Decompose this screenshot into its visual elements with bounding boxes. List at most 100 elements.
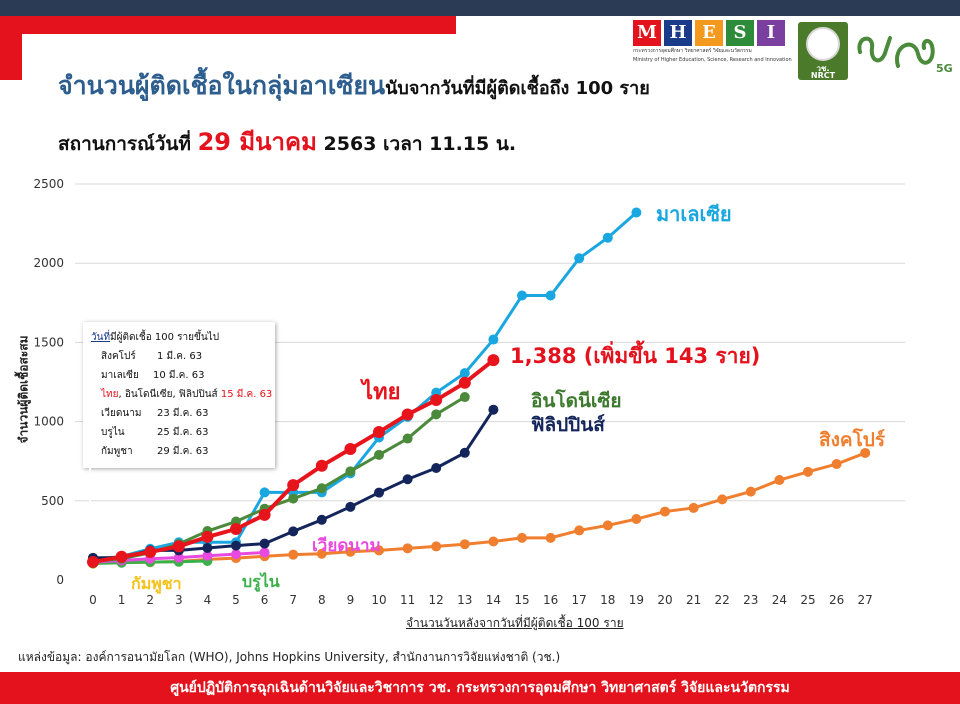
data-point xyxy=(431,409,442,420)
data-point xyxy=(373,426,385,439)
data-point xyxy=(402,433,413,444)
data-point xyxy=(259,547,270,558)
data-point xyxy=(431,541,442,552)
data-point xyxy=(202,550,213,561)
thailand-total-annotation: 1,388 (เพิ่มขึ้น 143 ราย) xyxy=(510,340,760,373)
data-point xyxy=(87,555,99,568)
x-tick-label: 25 xyxy=(800,593,815,607)
data-point xyxy=(459,392,470,403)
data-point xyxy=(602,232,613,243)
5g-label: 5G xyxy=(936,62,952,75)
data-point xyxy=(517,290,527,301)
series-label-indonesia: อินโดนีเซีย xyxy=(531,390,622,412)
x-tick-label: 6 xyxy=(261,593,269,607)
infobox-row-label: สิงคโปร์ xyxy=(101,351,136,362)
5g-logo-icon: 5G xyxy=(857,36,953,75)
situation-prefix: สถานการณ์วันที่ xyxy=(58,133,191,155)
mhesi-letter: M xyxy=(633,20,661,46)
data-point xyxy=(374,545,384,556)
infobox-row-date: 23 มี.ค. 63 xyxy=(157,408,209,419)
data-point xyxy=(517,532,527,543)
data-point xyxy=(487,354,500,367)
y-tick-label: 0 xyxy=(56,573,64,587)
x-tick-label: 22 xyxy=(715,593,730,607)
data-point xyxy=(574,253,585,264)
y-tick-label: 2000 xyxy=(33,256,64,270)
infobox-row-label-highlight: ไทย xyxy=(101,389,119,400)
series-label-malaysia: มาเลเซีย xyxy=(656,202,732,226)
data-point xyxy=(201,530,214,543)
infobox-row-label: เวียดนาม xyxy=(101,408,142,419)
start-date-infobox: วันที่มีผู้ติดเชื้อ 100 รายขึ้นไป สิงคโป… xyxy=(83,322,275,468)
infobox-row-date: 29 มี.ค. 63 xyxy=(157,446,209,457)
x-tick-label: 9 xyxy=(347,593,355,607)
mhesi-letter: I xyxy=(757,20,785,46)
x-tick-label: 14 xyxy=(486,593,501,607)
series-label-vietnam: เวียดนาม xyxy=(312,536,381,556)
data-point xyxy=(803,466,813,477)
infobox-heading-underlined: วันที่ xyxy=(91,332,111,343)
data-point xyxy=(287,479,300,492)
data-point xyxy=(459,539,470,550)
data-point xyxy=(459,368,470,379)
data-point xyxy=(545,290,556,301)
red-accent-corner xyxy=(0,16,22,80)
data-point xyxy=(459,447,470,458)
data-point xyxy=(688,502,699,513)
x-tick-label: 5 xyxy=(232,593,240,607)
data-point xyxy=(288,549,299,560)
series-label-philippines: ฟิลิปปินส์ xyxy=(531,414,605,436)
x-axis-label: จำนวนวันหลังจากวันที่มีผู้ติดเชื้อ 100 ร… xyxy=(406,616,624,630)
x-tick-label: 23 xyxy=(743,593,758,607)
x-tick-label: 21 xyxy=(686,593,701,607)
data-point xyxy=(745,486,756,497)
infobox-row: มาเลเซีย 10 มี.ค. 63 xyxy=(91,366,275,385)
data-point xyxy=(231,540,241,551)
infobox-arrow xyxy=(89,468,91,512)
x-tick-label: 13 xyxy=(457,593,472,607)
situation-line: สถานการณ์วันที่ 29 มีนาคม 2563 เวลา 11.1… xyxy=(58,122,516,161)
infobox-row-date: 1 มี.ค. 63 xyxy=(157,351,203,362)
mhesi-letter: S xyxy=(726,20,754,46)
data-point xyxy=(288,526,299,537)
x-tick-label: 8 xyxy=(318,593,326,607)
5g-logo: 5G xyxy=(852,26,953,78)
data-point xyxy=(202,543,213,554)
x-tick-label: 2 xyxy=(146,593,154,607)
data-point xyxy=(259,538,270,549)
data-point xyxy=(173,552,184,563)
infobox-row: บรูไน 25 มี.ค. 63 xyxy=(91,423,275,442)
x-tick-label: 7 xyxy=(289,593,297,607)
data-point xyxy=(259,487,270,498)
data-point xyxy=(316,483,327,494)
x-tick-label: 10 xyxy=(371,593,386,607)
page-title: จำนวนผู้ติดเชื้อในกลุ่มอาเซียนนับจากวันท… xyxy=(58,66,650,106)
x-tick-label: 18 xyxy=(600,593,615,607)
data-point xyxy=(717,494,728,505)
infobox-row: สิงคโปร์ 1 มี.ค. 63 xyxy=(91,347,275,366)
title-sub: นับจากวันที่มีผู้ติดเชื้อถึง 100 ราย xyxy=(385,78,650,99)
data-point xyxy=(602,520,613,531)
data-point xyxy=(258,508,271,521)
infobox-row-label: บรูไน xyxy=(101,427,125,438)
data-point xyxy=(144,545,157,558)
data-point xyxy=(345,546,356,557)
data-point xyxy=(374,487,384,498)
y-tick-label: 2500 xyxy=(33,177,64,191)
infobox-row-label: , อินโดนีเซีย, ฟิลิปปินส์ xyxy=(118,389,218,400)
infobox-row: กัมพูชา 29 มี.ค. 63 xyxy=(91,442,275,461)
infobox-row-date: 15 มี.ค. 63 xyxy=(220,389,273,400)
data-point xyxy=(115,550,128,563)
data-point xyxy=(230,522,242,535)
data-point xyxy=(488,536,499,547)
x-tick-label: 4 xyxy=(204,593,212,607)
data-source: แหล่งข้อมูล: องค์การอนามัยโลก (WHO), Joh… xyxy=(18,650,561,664)
infobox-row-date: 25 มี.ค. 63 xyxy=(157,427,209,438)
series-label-brunei: บรูไน xyxy=(242,572,280,591)
data-point xyxy=(488,334,499,345)
infobox-heading-rest: มีผู้ติดเชื้อ 100 รายขึ้นไป xyxy=(110,332,220,343)
nrct-logo: วช. NRCT xyxy=(798,22,848,80)
